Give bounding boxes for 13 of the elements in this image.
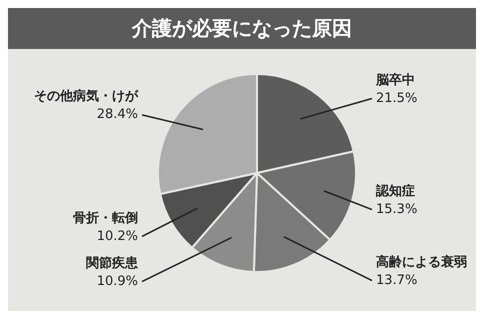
data-label: 21.5% bbox=[376, 90, 418, 106]
slice-label: その他病気・けが bbox=[34, 88, 139, 104]
slice-label: 認知症 bbox=[375, 182, 415, 199]
slice-label: 高齢による衰弱 bbox=[376, 254, 467, 270]
slice-label: 脳卒中 bbox=[375, 72, 415, 88]
data-label: 10.2% bbox=[96, 228, 138, 244]
chart-title: 介護が必要になった原因 bbox=[8, 8, 476, 49]
data-label: 10.9% bbox=[96, 274, 138, 289]
slice-label: 関節疾患 bbox=[86, 254, 139, 271]
data-label: 28.4% bbox=[96, 107, 138, 122]
slice-label: 骨折・転倒 bbox=[73, 210, 138, 226]
data-label: 13.7% bbox=[376, 272, 418, 288]
data-label: 15.3% bbox=[376, 202, 418, 217]
